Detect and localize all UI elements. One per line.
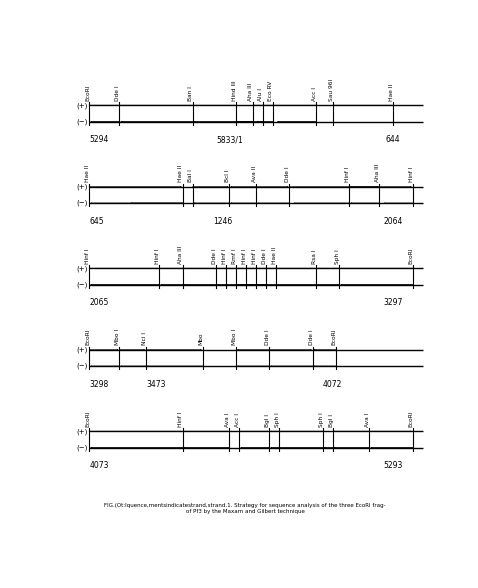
Text: (+): (+) xyxy=(76,102,87,109)
Text: 4072: 4072 xyxy=(323,380,342,389)
Text: Mbo I: Mbo I xyxy=(232,329,237,345)
Text: EcoRI: EcoRI xyxy=(85,85,90,101)
Text: FIG.(Ot:Iquence,mentsindicatestrand,strand.1. Strategy for sequence analysis of : FIG.(Ot:Iquence,mentsindicatestrand,stra… xyxy=(104,503,386,514)
Text: (−): (−) xyxy=(76,445,87,451)
Text: Sph I: Sph I xyxy=(335,249,340,264)
Text: Dde I: Dde I xyxy=(212,248,217,264)
Text: (−): (−) xyxy=(76,118,87,125)
Text: 5294: 5294 xyxy=(89,135,109,144)
Text: Rsa I: Rsa I xyxy=(312,249,317,264)
Text: Dde I: Dde I xyxy=(265,330,270,345)
Text: 2064: 2064 xyxy=(383,217,402,226)
Text: Hae II: Hae II xyxy=(85,165,90,182)
Text: Bcl I: Bcl I xyxy=(225,170,230,182)
Text: Dde I: Dde I xyxy=(308,330,314,345)
Text: Dde I: Dde I xyxy=(115,85,120,101)
Text: (+): (+) xyxy=(76,428,87,435)
Text: Sph I: Sph I xyxy=(275,412,280,427)
Text: (−): (−) xyxy=(76,363,87,369)
Text: 3298: 3298 xyxy=(89,380,109,389)
Text: Acc I: Acc I xyxy=(235,413,240,427)
Text: 5833/1: 5833/1 xyxy=(216,135,243,144)
Text: Ava I: Ava I xyxy=(365,413,370,427)
Text: Mbo: Mbo xyxy=(198,333,204,345)
Text: Sph I: Sph I xyxy=(318,412,324,427)
Text: (−): (−) xyxy=(76,200,87,206)
Text: Rmf I: Rmf I xyxy=(232,248,237,264)
Text: Hinf I: Hinf I xyxy=(242,248,247,264)
Text: 2065: 2065 xyxy=(89,298,109,308)
Text: Ban I: Ban I xyxy=(188,86,194,101)
Text: (+): (+) xyxy=(76,183,87,190)
Text: Hinf I: Hinf I xyxy=(252,248,257,264)
Text: Hinf I: Hinf I xyxy=(85,248,90,264)
Text: 1246: 1246 xyxy=(213,217,232,226)
Text: 5293: 5293 xyxy=(383,462,402,470)
Text: Hae II: Hae II xyxy=(272,246,277,264)
Text: Hinf I: Hinf I xyxy=(222,248,227,264)
Text: EcoRI: EcoRI xyxy=(85,329,90,345)
Text: Bgl I: Bgl I xyxy=(265,414,270,427)
Text: Acc I: Acc I xyxy=(312,87,317,101)
Text: 4073: 4073 xyxy=(89,462,109,470)
Text: Ava I: Ava I xyxy=(225,413,230,427)
Text: Aha III: Aha III xyxy=(375,164,380,182)
Text: EcoRI: EcoRI xyxy=(332,329,337,345)
Text: Sau 96I: Sau 96I xyxy=(328,79,334,101)
Text: (+): (+) xyxy=(76,265,87,272)
Text: Dde I: Dde I xyxy=(262,248,267,264)
Text: Eco RV: Eco RV xyxy=(269,81,273,101)
Text: Mbo I: Mbo I xyxy=(115,329,120,345)
Text: Hinf I: Hinf I xyxy=(409,167,413,182)
Text: Bal I: Bal I xyxy=(188,169,194,182)
Text: EcoRI: EcoRI xyxy=(85,410,90,427)
Text: Bgl I: Bgl I xyxy=(328,414,334,427)
Text: Hinf I: Hinf I xyxy=(155,248,160,264)
Text: (−): (−) xyxy=(76,282,87,288)
Text: 644: 644 xyxy=(385,135,400,144)
Text: 3473: 3473 xyxy=(146,380,166,389)
Text: EcoRI: EcoRI xyxy=(409,410,413,427)
Text: Ava II: Ava II xyxy=(252,166,257,182)
Text: Dde I: Dde I xyxy=(285,167,290,182)
Text: Aha III: Aha III xyxy=(178,246,184,264)
Text: Hae II: Hae II xyxy=(178,165,184,182)
Text: Nci I: Nci I xyxy=(142,332,147,345)
Text: Hind III: Hind III xyxy=(232,81,237,101)
Text: (+): (+) xyxy=(76,347,87,353)
Text: 645: 645 xyxy=(89,217,104,226)
Text: Aha III: Aha III xyxy=(249,82,253,101)
Text: Alu I: Alu I xyxy=(259,88,263,101)
Text: Hinf I: Hinf I xyxy=(345,167,350,182)
Text: 3297: 3297 xyxy=(383,298,402,308)
Text: EcoRI: EcoRI xyxy=(409,248,413,264)
Text: Hinf I: Hinf I xyxy=(178,412,184,427)
Text: Hae II: Hae II xyxy=(389,83,393,101)
